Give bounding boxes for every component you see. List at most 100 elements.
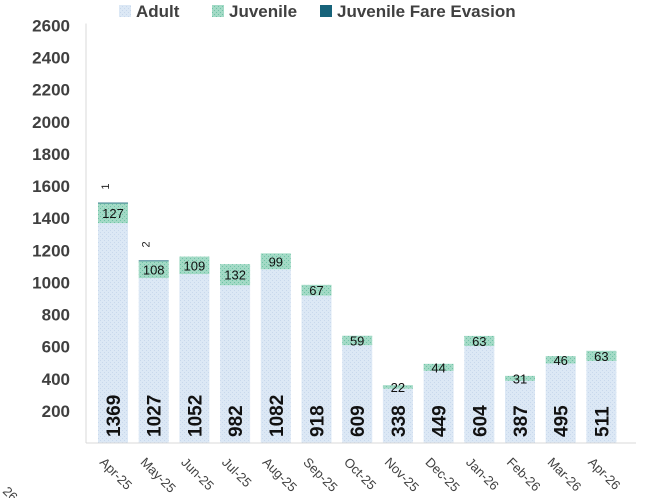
data-label-juvenile: 22 — [391, 380, 405, 395]
y-tick-label: 2600 — [32, 17, 70, 36]
bar-juvenile — [260, 253, 291, 270]
x-tick-label: Jul-25 — [219, 455, 255, 491]
x-tick-label: May-25 — [138, 455, 179, 496]
data-label-adult: 511 — [592, 406, 613, 437]
bar-adult — [98, 223, 128, 443]
bar-juvenile — [98, 202, 128, 224]
data-label-adult: 1027 — [145, 395, 166, 437]
x-tick-label: Apr-26 — [585, 455, 623, 493]
data-label-adult: 1052 — [185, 395, 206, 437]
legend-item: Juvenile Fare Evasion — [320, 2, 516, 21]
bar-adult — [586, 360, 617, 443]
data-label-adult: 982 — [226, 405, 247, 437]
y-axis: 200 400 600 800 1000 1200 1400 1600 1800 2000 2200… — [32, 17, 87, 443]
bar-juvenile — [342, 335, 373, 346]
bar-adult — [220, 285, 251, 443]
x-axis: Apr-25 May-25 Jun-25 Jul-25 Aug-25 Sep-25 Oct-… — [86, 442, 636, 496]
data-label-juvenile: 44 — [431, 360, 445, 375]
bar-juvenile — [464, 335, 495, 347]
bar-group: 604 63 — [464, 334, 495, 443]
bar-juvenile — [586, 350, 617, 361]
bar-adult — [545, 363, 576, 443]
x-tick-label: Feb-26 — [504, 455, 544, 495]
data-label-adult: 495 — [552, 405, 573, 437]
x-tick-label: Nov-25 — [382, 455, 422, 495]
bar-juvenile — [382, 385, 413, 389]
bar-juvenile — [179, 256, 210, 275]
data-label-juvenile-fare-evasion: 2 — [141, 241, 153, 247]
bar-adult — [505, 380, 535, 443]
bar-juvenile — [138, 260, 169, 279]
bar-group: 449 44 — [423, 360, 454, 443]
bar-adult — [423, 370, 454, 443]
y-tick-label: 1000 — [32, 273, 70, 292]
bar-group: 982 132 — [220, 264, 251, 443]
legend: Adult Juvenile Juvenile Fare Evasion — [119, 2, 516, 21]
y-tick-label: 2000 — [32, 113, 70, 132]
bar-group: 387 31 — [505, 371, 535, 443]
bar-juvenile-fare-evasion — [138, 260, 169, 262]
data-label-juvenile-fare-evasion: 1 — [100, 184, 112, 190]
x-tick-label: Oct-25 — [341, 455, 379, 493]
y-tick-label: 600 — [42, 338, 70, 357]
data-label-juvenile: 108 — [143, 262, 165, 277]
clipped-tick-fragment: 26 — [0, 484, 21, 498]
bar-juvenile — [301, 284, 332, 296]
bar-adult — [179, 274, 210, 443]
data-label-juvenile: 127 — [102, 206, 124, 221]
bar-group: 918 67 — [301, 283, 332, 443]
legend-label: Juvenile Fare Evasion — [337, 2, 516, 21]
bar-group: 1052 109 — [179, 256, 210, 443]
bar-group: 1369 127 1 — [98, 184, 128, 443]
bar-juvenile — [423, 363, 454, 371]
legend-swatch — [320, 5, 332, 17]
y-tick-label: 2200 — [32, 81, 70, 100]
y-tick-label: 2400 — [32, 49, 70, 68]
legend-item: Adult — [119, 2, 180, 21]
data-label-juvenile: 132 — [224, 268, 246, 283]
y-tick-label: 1600 — [32, 177, 70, 196]
legend-label: Juvenile — [229, 2, 297, 21]
bar-adult — [301, 295, 332, 443]
x-tick-label: Jan-26 — [463, 455, 502, 494]
bar-adult — [382, 388, 413, 443]
y-tick-label: 400 — [42, 370, 70, 389]
data-label-juvenile: 99 — [269, 254, 283, 269]
data-label-juvenile: 59 — [350, 333, 364, 348]
data-label-adult: 1369 — [104, 395, 125, 437]
bar-juvenile — [220, 264, 251, 286]
x-tick-label: Aug-25 — [260, 455, 300, 495]
bar-group: 495 46 — [545, 353, 576, 443]
y-tick-label: 200 — [42, 402, 70, 421]
bar-adult — [138, 278, 169, 443]
data-label-juvenile: 109 — [184, 258, 206, 273]
bar-juvenile — [505, 375, 535, 381]
x-tick-label: Sep-25 — [300, 455, 340, 495]
data-label-adult: 387 — [511, 405, 532, 437]
data-label-juvenile: 63 — [594, 349, 608, 364]
data-label-juvenile: 31 — [513, 371, 527, 386]
data-label-adult: 918 — [308, 405, 329, 437]
y-tick-label: 1200 — [32, 241, 70, 260]
data-label-juvenile: 46 — [553, 353, 567, 368]
bar-juvenile-fare-evasion — [98, 202, 128, 204]
data-label-adult: 338 — [389, 405, 410, 437]
bar-group: 1082 99 — [260, 253, 291, 443]
legend-swatch — [119, 5, 131, 17]
x-tick-label: Mar-26 — [545, 455, 585, 495]
x-tick-label: Jun-25 — [178, 455, 217, 494]
y-tick-label: 1800 — [32, 145, 70, 164]
legend-item: Juvenile — [212, 2, 297, 21]
bar-adult — [464, 346, 495, 443]
data-label-adult: 604 — [470, 405, 491, 437]
x-tick-label: Dec-25 — [422, 455, 462, 495]
data-label-adult: 609 — [348, 405, 369, 437]
bar-group: 511 63 — [586, 349, 617, 443]
bar-juvenile — [545, 356, 576, 364]
legend-swatch — [212, 5, 224, 17]
bar-group: 338 22 — [382, 380, 413, 443]
data-label-juvenile: 63 — [472, 334, 486, 349]
bar-group: 609 59 — [342, 333, 373, 443]
